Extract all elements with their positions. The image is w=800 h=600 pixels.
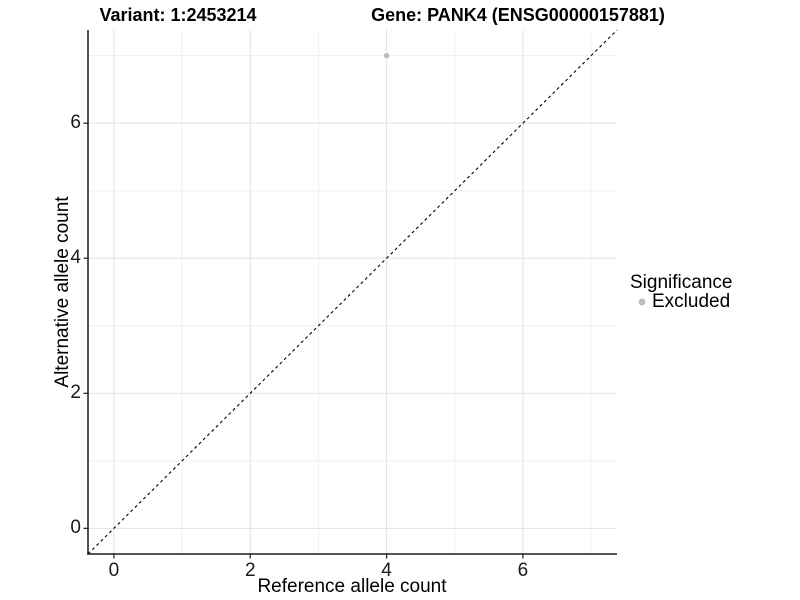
legend-entry-label: Excluded [652, 291, 731, 312]
y-axis-title: Alternative allele count [52, 196, 73, 388]
x-tick-label-0: 0 [108, 560, 120, 581]
plot-title-gene: Gene: PANK4 (ENSG00000157881) [371, 5, 665, 25]
y-tick-label-0: 0 [70, 517, 81, 539]
x-tick-label-2: 2 [244, 560, 256, 581]
legend-title: Significance [630, 272, 733, 293]
reference-line [87, 29, 618, 555]
y-tick-label-4: 4 [70, 247, 81, 269]
x-tick-label-6: 6 [517, 560, 529, 581]
plot-title-variant: Variant: 1:2453214 [99, 5, 257, 25]
legend-marker-circle [638, 298, 646, 306]
data-point [383, 52, 390, 59]
x-axis-title: Reference allele count [257, 576, 447, 597]
y-tick-label-2: 2 [70, 382, 81, 404]
x-tick-label-4: 4 [381, 560, 392, 581]
y-tick-label-6: 6 [70, 112, 81, 134]
